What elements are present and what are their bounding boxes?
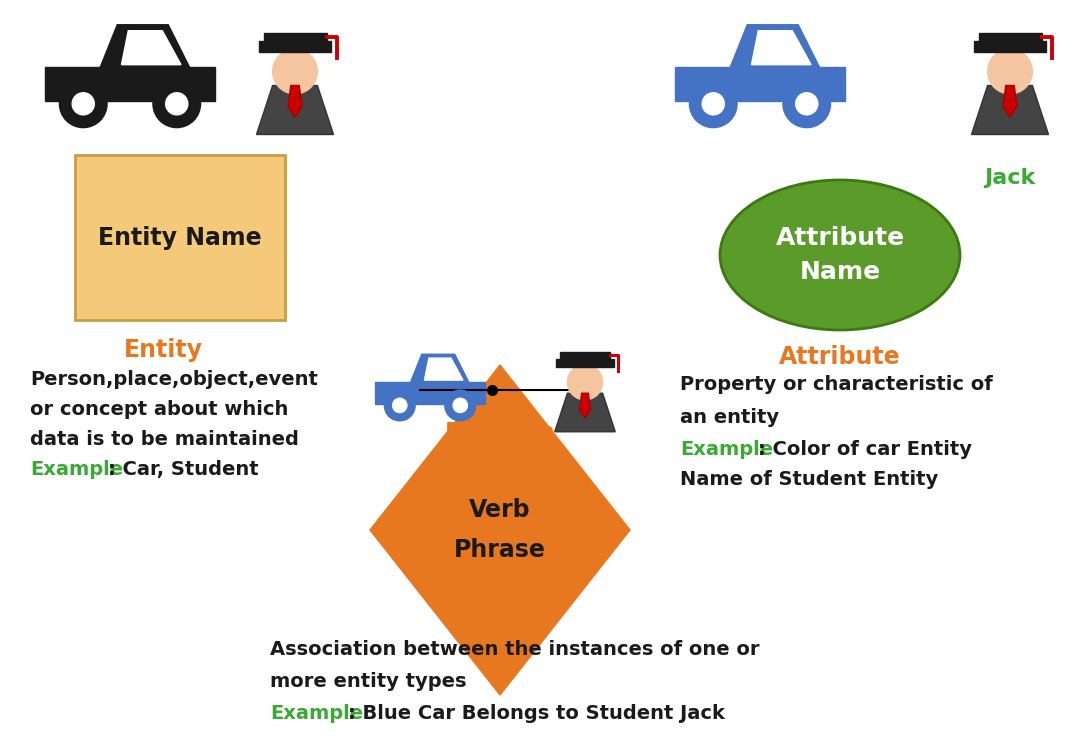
Text: Name of Student Entity: Name of Student Entity [680,470,939,489]
Circle shape [60,80,107,128]
Polygon shape [370,365,630,695]
Polygon shape [560,352,609,358]
Polygon shape [979,33,1042,42]
Circle shape [272,49,318,94]
Text: Example: Example [270,704,363,723]
Polygon shape [580,393,591,418]
Polygon shape [731,24,820,68]
Text: an entity: an entity [680,408,779,427]
Circle shape [392,398,406,413]
Circle shape [153,80,201,128]
Polygon shape [375,381,485,404]
Text: Example: Example [680,440,773,459]
Polygon shape [675,68,846,101]
Text: Verb
Phrase: Verb Phrase [454,499,546,562]
Circle shape [689,80,737,128]
Circle shape [783,80,830,128]
Circle shape [796,93,817,115]
Text: data is to be maintained: data is to be maintained [30,430,299,449]
Circle shape [988,49,1032,94]
Text: Entity: Entity [124,338,203,362]
Text: : Color of car Entity: : Color of car Entity [758,440,972,459]
Circle shape [702,93,724,115]
Circle shape [444,390,476,421]
Ellipse shape [720,180,960,330]
Circle shape [453,398,467,413]
FancyBboxPatch shape [75,155,285,320]
Text: Person,place,object,event: Person,place,object,event [30,370,318,389]
Text: Relation: Relation [444,421,555,445]
Polygon shape [973,42,1046,52]
Polygon shape [751,30,811,65]
Polygon shape [971,85,1048,134]
Text: Property or characteristic of: Property or characteristic of [680,375,993,394]
Text: Association between the instances of one or: Association between the instances of one… [270,640,760,659]
Text: Attribute
Name: Attribute Name [775,226,904,283]
Text: Jack: Jack [984,168,1035,188]
Polygon shape [121,30,181,65]
Text: or concept about which: or concept about which [30,400,288,419]
Circle shape [385,390,415,421]
Polygon shape [556,358,614,367]
Circle shape [73,93,94,115]
Polygon shape [411,354,468,381]
Text: : Car, Student: : Car, Student [108,460,259,479]
Polygon shape [259,42,332,52]
Circle shape [166,93,188,115]
Polygon shape [100,24,190,68]
Text: Example: Example [30,460,124,479]
Polygon shape [555,393,616,432]
Text: : Blue Car Belongs to Student Jack: : Blue Car Belongs to Student Jack [348,704,725,723]
Polygon shape [425,358,463,380]
Text: Entity Name: Entity Name [99,226,262,249]
Polygon shape [263,33,326,42]
Circle shape [567,364,603,400]
Polygon shape [288,85,302,117]
Polygon shape [257,85,334,134]
Polygon shape [46,68,215,101]
Text: more entity types: more entity types [270,672,466,691]
Polygon shape [1003,85,1017,117]
Text: Attribute: Attribute [779,345,901,369]
